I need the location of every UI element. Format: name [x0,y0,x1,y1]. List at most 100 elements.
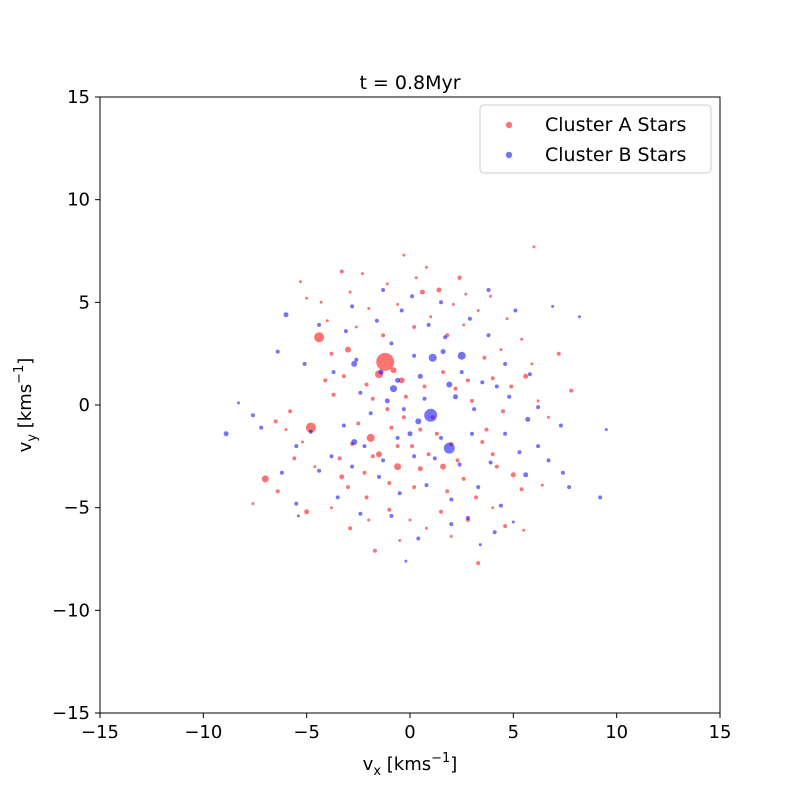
cluster-b-point [390,385,397,393]
cluster-b-point [377,474,381,479]
cluster-b-point [428,353,437,362]
cluster-b-point [350,464,355,469]
cluster-a-point [364,495,369,500]
cluster-a-point [367,307,371,310]
cluster-a-point [476,561,481,566]
cluster-b-point [424,408,438,422]
y-tick-label: 5 [79,292,90,313]
cluster-a-point [387,481,392,485]
cluster-b-point [401,407,406,412]
cluster-a-point [491,506,495,510]
x-axis-title-rest: [kms [381,754,431,775]
cluster-b-point [503,361,508,366]
cluster-b-point [578,315,581,319]
cluster-a-point [390,367,397,374]
x-axis-title-sub: x [373,764,381,779]
cluster-b-point [250,413,255,418]
legend-label-cluster-a: Cluster A Stars [545,114,686,136]
cluster-a-point [569,388,574,393]
cluster-b-point [507,394,512,399]
cluster-a-point [494,464,499,469]
cluster-a-point [299,280,302,284]
cluster-a-point [417,466,423,472]
cluster-b-point [443,442,455,454]
cluster-a-point [362,470,367,475]
cluster-a-point [547,415,550,419]
cluster-a-point [408,518,412,522]
y-tick-label: 10 [67,190,90,211]
cluster-b-point [317,468,322,473]
x-tick-label: −15 [81,722,119,743]
cluster-a-point [462,323,466,327]
legend-marker-cluster-b [505,151,513,159]
cluster-b-point [488,460,493,465]
cluster-a-point [398,539,402,542]
cluster-b-point [223,431,229,437]
cluster-a-point [387,507,392,512]
cluster-a-point [370,396,375,401]
cluster-a-point [412,485,417,490]
y-axis-title-main: v [15,441,36,452]
cluster-b-point [294,501,299,506]
cluster-b-point [416,536,421,541]
cluster-b-point [457,462,462,467]
cluster-a-point [292,456,297,461]
x-axis-title: vx [kms−1] [363,751,458,779]
cluster-a-point [501,409,505,414]
cluster-b-point [449,497,454,502]
cluster-a-point [331,392,336,397]
cluster-a-point [540,483,544,487]
x-axis-title-end: ] [450,754,457,775]
cluster-a-point [457,275,462,280]
cluster-b-point [397,491,402,496]
cluster-b-point [558,423,563,428]
cluster-a-point [345,346,351,353]
cluster-b-point [279,470,284,475]
cluster-b-point [335,495,340,500]
cluster-b-point [329,454,334,459]
cluster-a-point [275,489,280,494]
cluster-b-point [449,522,454,527]
cluster-b-point [498,503,503,508]
cluster-a-point [313,465,317,469]
scatter-marks [223,245,608,566]
cluster-b-point [404,559,408,563]
cluster-a-point [520,337,524,341]
cluster-b-point [399,308,404,313]
cluster-b-point [523,472,529,478]
cluster-b-point [381,458,386,463]
cluster-b-point [358,390,363,395]
y-axis-title-rest: [kms [15,384,36,434]
cluster-a-point [330,506,333,510]
cluster-a-point [288,409,293,414]
cluster-b-point [494,384,499,389]
cluster-a-point [261,475,269,483]
legend-marker-cluster-a [505,121,513,129]
cluster-a-point [556,351,561,356]
cluster-a-point [429,315,433,319]
cluster-b-point [395,377,401,383]
x-tick-label: 10 [605,722,628,743]
cluster-a-point [376,451,382,458]
cluster-b-point [351,360,358,367]
cluster-a-point [425,526,428,530]
cluster-a-point [339,474,345,480]
cluster-b-point [472,407,477,412]
cluster-a-point [305,422,316,433]
cluster-a-point [323,378,328,383]
cluster-a-point [319,300,323,304]
cluster-a-point [503,524,508,529]
cluster-a-point [489,294,493,298]
cluster-a-point [348,526,353,531]
cluster-a-point [453,386,458,391]
cluster-a-point [403,394,408,399]
cluster-a-point [451,302,455,306]
cluster-a-point [482,355,487,360]
cluster-b-point [467,316,472,321]
cluster-a-point [434,431,439,436]
y-tick-label: −15 [52,703,90,724]
cluster-a-point [361,272,364,276]
cluster-a-point [385,407,390,412]
cluster-b-point [478,543,482,547]
cluster-a-point [418,427,423,432]
